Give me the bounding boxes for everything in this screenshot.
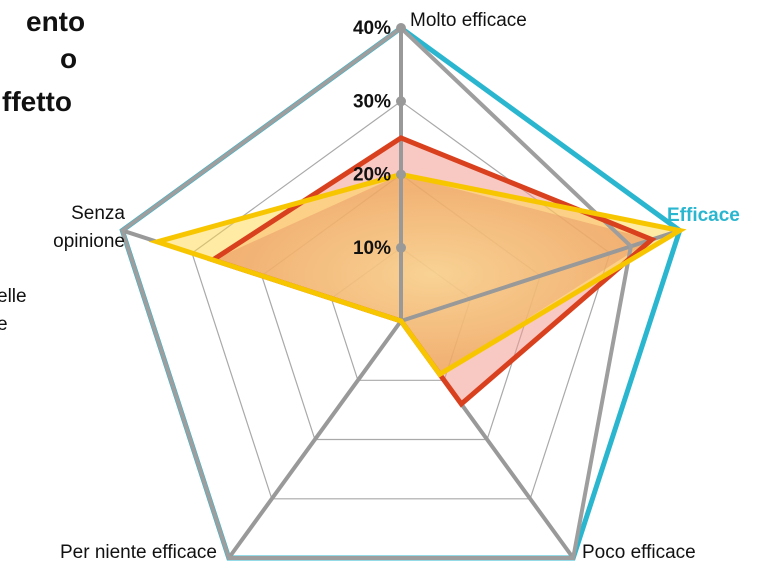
tick-label: 10% (353, 238, 391, 259)
legend: elle e (0, 286, 27, 335)
tick-marker (396, 96, 406, 107)
tick-label: 30% (353, 91, 391, 112)
axis-label-poco-efficace: Poco efficace (582, 542, 696, 563)
radar-spoke (227, 319, 403, 560)
radar-series-lines (119, 25, 687, 560)
chart-title-line-1: ento (26, 6, 85, 37)
radar-spokes (121, 28, 681, 560)
chart-title: ento o ffetto (2, 6, 85, 117)
series-overlap-area (212, 174, 652, 375)
tick-marker (396, 242, 406, 253)
axis-label-senza-opinione: opinione (53, 231, 125, 252)
axis-label-molto-efficace: Molto efficace (410, 10, 527, 31)
tick-marker (396, 23, 406, 33)
legend-text-line-2: e (0, 314, 8, 335)
chart-title-line-2: o (60, 43, 77, 74)
axis-label-efficace: Efficace (667, 205, 740, 226)
chart-title-line-3: ffetto (2, 86, 72, 117)
tick-label: 40% (353, 18, 391, 39)
series-3-line (119, 25, 634, 560)
tick-label: 20% (353, 165, 391, 186)
series-2-line (148, 171, 687, 378)
legend-text-line-1: elle (0, 286, 27, 307)
radar-labels: 10% 20% 30% 40% Molto efficace Efficace Poco e… (53, 10, 740, 563)
axis-label-senza-opinione: Senza (71, 203, 125, 224)
tick-marker (396, 169, 406, 180)
axis-label-per-niente-efficace: Per niente efficace (60, 542, 217, 563)
radar-spoke (400, 228, 681, 323)
